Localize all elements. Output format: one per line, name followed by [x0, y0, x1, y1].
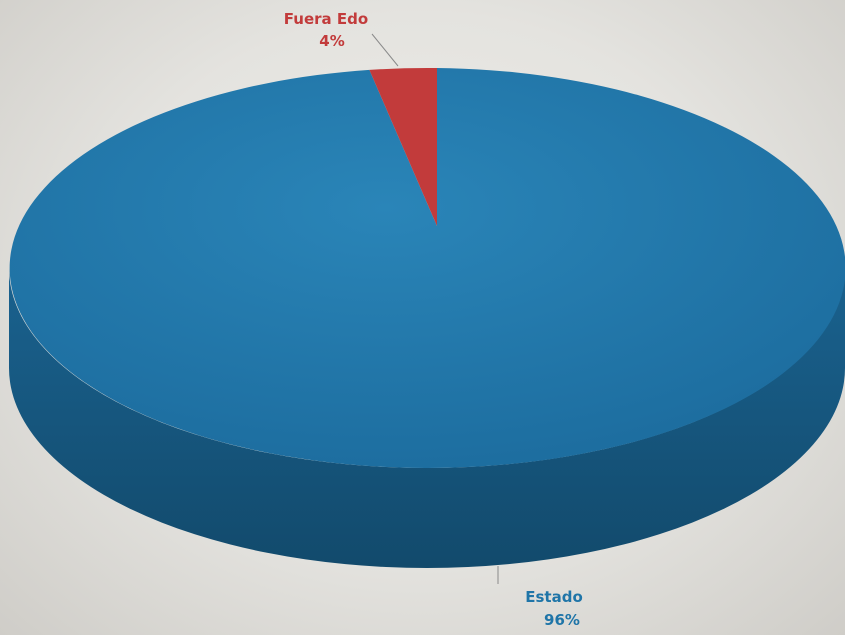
leader-line-fuera-edo	[371, 33, 399, 67]
label-estado-value: 96%	[544, 611, 580, 629]
label-fuera-edo-value: 4%	[319, 32, 344, 50]
slice-fuera-edo	[369, 67, 437, 226]
label-estado-name: Estado	[525, 588, 583, 606]
pie-side-wall	[9, 268, 845, 568]
slice-estado	[9, 68, 845, 468]
label-fuera-edo-name: Fuera Edo	[284, 10, 368, 28]
